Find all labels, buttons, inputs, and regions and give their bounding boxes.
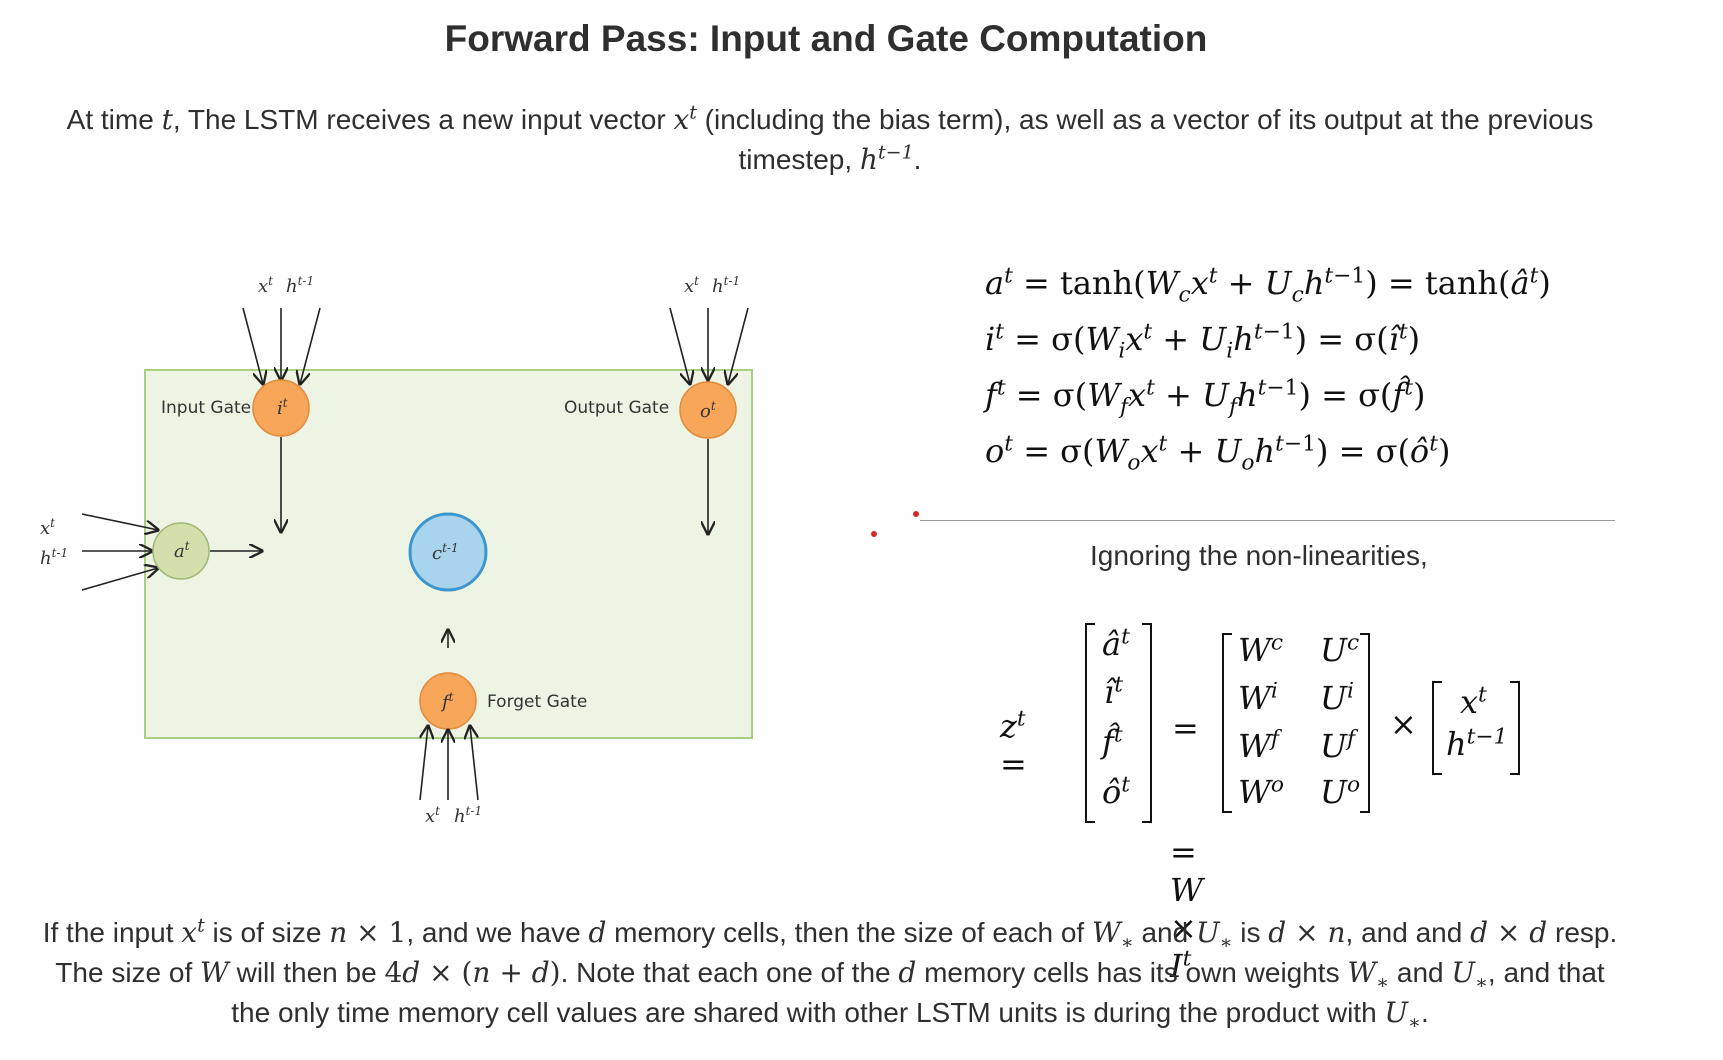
- section-divider: [920, 520, 1615, 521]
- svg-text:ct-1: ct-1: [432, 541, 459, 564]
- equation-i: it = σ(Wixt + Uiht−1) = σ(ît): [985, 319, 1421, 364]
- input-gate-node: [252, 379, 310, 437]
- output-gate-node: [679, 381, 737, 439]
- page-title: Forward Pass: Input and Gate Computation: [444, 18, 1208, 59]
- a-node: [152, 522, 210, 580]
- left-bracket: [1432, 681, 1442, 775]
- right-bracket: [1360, 633, 1370, 813]
- output-gate-x-label: xt: [684, 274, 699, 297]
- left-bracket: [1222, 633, 1232, 813]
- right-bracket: [1142, 623, 1152, 823]
- output-gate-label: Output Gate: [564, 398, 669, 418]
- lstm-gate-diagram: xt ht-1 xt ht-1 it Input Gate ot Output …: [40, 274, 753, 827]
- c-node: [408, 512, 488, 592]
- red-dot: [871, 531, 877, 537]
- conclusion-paragraph: If the input xt is of size n × 1, and we…: [42, 914, 1618, 1034]
- left-bracket: [1085, 623, 1095, 823]
- ignoring-text: Ignoring the non-linearities,: [1090, 540, 1428, 571]
- output-gate-h-label: ht-1: [712, 274, 740, 297]
- a-node-x-label: xt: [40, 516, 55, 539]
- svg-text:it: it: [277, 396, 288, 419]
- input-gate-label: Input Gate: [161, 398, 251, 418]
- forget-gate-x-label: xt: [425, 804, 440, 827]
- red-dot: [913, 511, 919, 517]
- equation-f: ft = σ(Wfxt + Ufht−1) = σ(f̂t): [985, 375, 1426, 420]
- equation-o: ot = σ(Woxt + Uoht−1) = σ(ôt): [985, 431, 1451, 476]
- forget-gate-label: Forget Gate: [487, 692, 587, 712]
- gate-equations: at = tanh(Wcxt + Ucht−1) = tanh(ât) it =…: [985, 255, 1551, 479]
- intro-paragraph: At time t, The LSTM receives a new input…: [66, 101, 1594, 176]
- input-gate-x-label: xt: [258, 274, 273, 297]
- a-node-h-label: ht-1: [40, 546, 68, 569]
- svg-text:ot: ot: [700, 399, 716, 422]
- svg-text:at: at: [174, 539, 190, 562]
- equation-a: at = tanh(Wcxt + Ucht−1) = tanh(ât): [985, 263, 1551, 308]
- input-gate-h-label: ht-1: [286, 274, 314, 297]
- forget-gate-h-label: ht-1: [454, 804, 482, 827]
- right-bracket: [1510, 681, 1520, 775]
